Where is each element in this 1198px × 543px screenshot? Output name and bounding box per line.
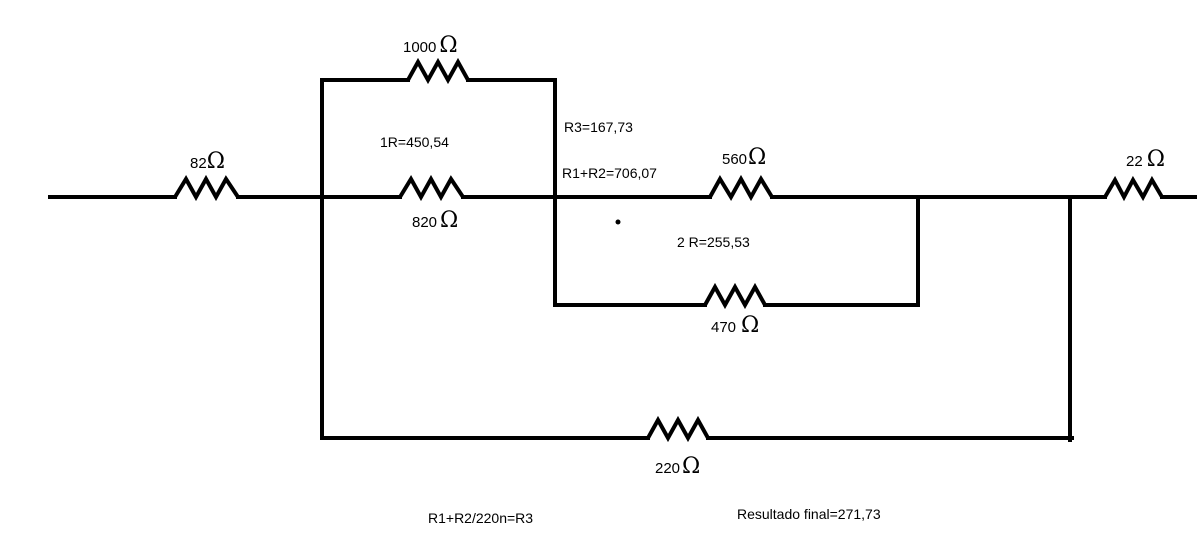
annotations: 1R=450,54 R3=167,73 R1+R2=706,07 2 R=255… — [380, 119, 881, 526]
label-1000: 1000 Ω — [403, 33, 458, 58]
note-r2-result: 2 R=255,53 — [677, 234, 750, 250]
stray-dot — [615, 219, 621, 225]
resistor-220 — [646, 415, 710, 443]
label-220: 220Ω — [655, 454, 700, 479]
label-820: 820 Ω — [412, 208, 458, 233]
resistor-820 — [398, 174, 465, 202]
note-r1-result: 1R=450,54 — [380, 134, 449, 150]
resistor-labels: 82Ω 1000 Ω 820 Ω 560Ω 470 Ω 220Ω 22 Ω — [190, 33, 1165, 479]
resistor-82 — [173, 174, 240, 202]
label-82: 82Ω — [190, 149, 225, 174]
label-470: 470 Ω — [711, 313, 759, 338]
note-r1-plus-r2: R1+R2=706,07 — [562, 165, 657, 181]
note-formula: R1+R2/220n=R3 — [428, 510, 533, 526]
note-final-result: Resultado final=271,73 — [737, 506, 881, 522]
resistor-1000 — [406, 57, 470, 85]
note-r3-result: R3=167,73 — [564, 119, 633, 135]
resistor-560 — [708, 174, 774, 202]
wires — [48, 78, 1197, 442]
label-560: 560Ω — [722, 145, 766, 170]
resistor-470 — [703, 282, 767, 310]
resistor-22 — [1103, 175, 1164, 202]
resistors — [173, 57, 1164, 443]
label-22: 22 Ω — [1126, 147, 1165, 172]
